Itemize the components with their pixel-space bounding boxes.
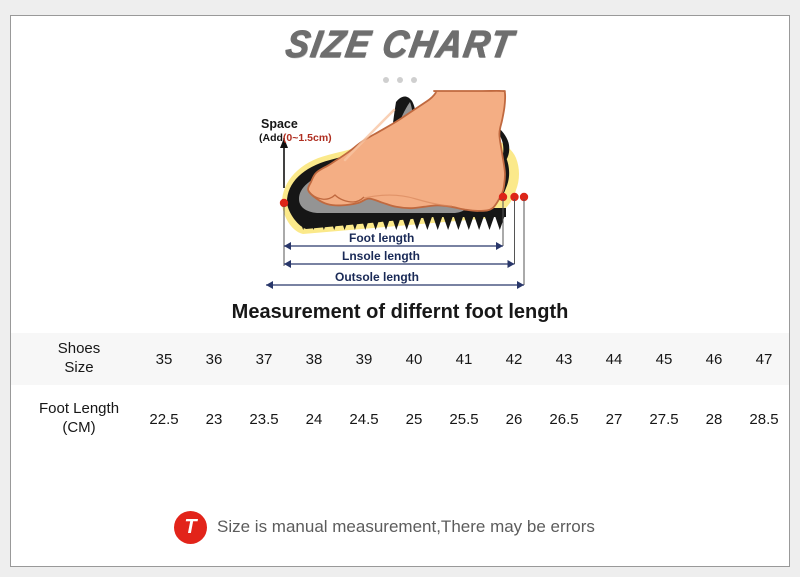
svg-text:Foot length: Foot length <box>349 231 414 245</box>
svg-text:Outsole length: Outsole length <box>335 270 419 284</box>
svg-text:(Add(0~1.5cm): (Add(0~1.5cm) <box>259 132 332 144</box>
svg-text:Space: Space <box>261 117 298 131</box>
svg-text:Lnsole length: Lnsole length <box>342 249 420 263</box>
